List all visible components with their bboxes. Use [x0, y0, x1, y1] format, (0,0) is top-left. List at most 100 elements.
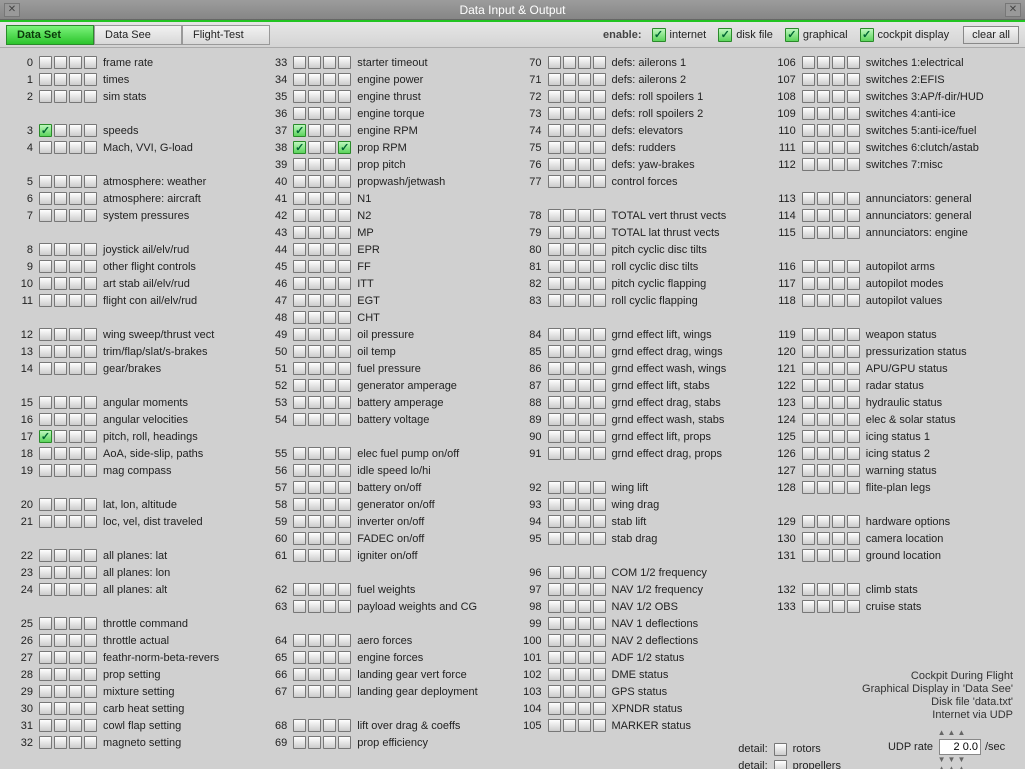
row-14-check-3[interactable]	[84, 362, 97, 375]
row-60-check-3[interactable]	[338, 532, 351, 545]
row-55-check-2[interactable]	[323, 447, 336, 460]
row-89-check-0[interactable]	[548, 413, 561, 426]
row-76-check-1[interactable]	[563, 158, 576, 171]
row-33-check-2[interactable]	[323, 56, 336, 69]
row-33-check-1[interactable]	[308, 56, 321, 69]
row-75-check-2[interactable]	[578, 141, 591, 154]
row-129-check-0[interactable]	[802, 515, 815, 528]
row-92-check-0[interactable]	[548, 481, 561, 494]
row-26-check-3[interactable]	[84, 634, 97, 647]
row-72-check-0[interactable]	[548, 90, 561, 103]
row-81-check-3[interactable]	[593, 260, 606, 273]
row-13-check-1[interactable]	[54, 345, 67, 358]
row-53-check-2[interactable]	[323, 396, 336, 409]
row-51-check-3[interactable]	[338, 362, 351, 375]
row-100-check-3[interactable]	[593, 634, 606, 647]
row-72-check-1[interactable]	[563, 90, 576, 103]
row-87-check-2[interactable]	[578, 379, 591, 392]
row-86-check-2[interactable]	[578, 362, 591, 375]
row-100-check-0[interactable]	[548, 634, 561, 647]
row-32-check-0[interactable]	[39, 736, 52, 749]
row-133-check-1[interactable]	[817, 600, 830, 613]
row-69-check-0[interactable]	[293, 736, 306, 749]
row-129-check-3[interactable]	[847, 515, 860, 528]
row-121-check-0[interactable]	[802, 362, 815, 375]
row-31-check-3[interactable]	[84, 719, 97, 732]
row-46-check-0[interactable]	[293, 277, 306, 290]
row-12-check-1[interactable]	[54, 328, 67, 341]
row-25-check-0[interactable]	[39, 617, 52, 630]
row-53-check-3[interactable]	[338, 396, 351, 409]
row-60-check-2[interactable]	[323, 532, 336, 545]
row-24-check-3[interactable]	[84, 583, 97, 596]
row-71-check-1[interactable]	[563, 73, 576, 86]
row-43-check-0[interactable]	[293, 226, 306, 239]
row-65-check-1[interactable]	[308, 651, 321, 664]
row-65-check-2[interactable]	[323, 651, 336, 664]
row-55-check-0[interactable]	[293, 447, 306, 460]
row-35-check-0[interactable]	[293, 90, 306, 103]
row-93-check-1[interactable]	[563, 498, 576, 511]
row-80-check-3[interactable]	[593, 243, 606, 256]
row-106-check-3[interactable]	[847, 56, 860, 69]
row-57-check-0[interactable]	[293, 481, 306, 494]
row-73-check-3[interactable]	[593, 107, 606, 120]
row-71-check-0[interactable]	[548, 73, 561, 86]
row-52-check-3[interactable]	[338, 379, 351, 392]
row-51-check-0[interactable]	[293, 362, 306, 375]
row-8-check-2[interactable]	[69, 243, 82, 256]
row-69-check-2[interactable]	[323, 736, 336, 749]
row-72-check-2[interactable]	[578, 90, 591, 103]
row-76-check-0[interactable]	[548, 158, 561, 171]
row-30-check-2[interactable]	[69, 702, 82, 715]
row-68-check-1[interactable]	[308, 719, 321, 732]
tab-flight-test[interactable]: Flight-Test	[182, 25, 270, 45]
row-127-check-0[interactable]	[802, 464, 815, 477]
row-123-check-3[interactable]	[847, 396, 860, 409]
row-47-check-2[interactable]	[323, 294, 336, 307]
row-94-check-2[interactable]	[578, 515, 591, 528]
row-22-check-0[interactable]	[39, 549, 52, 562]
row-84-check-3[interactable]	[593, 328, 606, 341]
row-131-check-1[interactable]	[817, 549, 830, 562]
row-104-check-2[interactable]	[578, 702, 591, 715]
row-82-check-1[interactable]	[563, 277, 576, 290]
row-110-check-0[interactable]	[802, 124, 815, 137]
row-121-check-2[interactable]	[832, 362, 845, 375]
row-124-check-2[interactable]	[832, 413, 845, 426]
row-113-check-2[interactable]	[832, 192, 845, 205]
row-103-check-0[interactable]	[548, 685, 561, 698]
row-127-check-1[interactable]	[817, 464, 830, 477]
row-11-check-3[interactable]	[84, 294, 97, 307]
row-23-check-2[interactable]	[69, 566, 82, 579]
row-88-check-3[interactable]	[593, 396, 606, 409]
row-98-check-0[interactable]	[548, 600, 561, 613]
row-43-check-2[interactable]	[323, 226, 336, 239]
row-21-check-2[interactable]	[69, 515, 82, 528]
row-20-check-3[interactable]	[84, 498, 97, 511]
row-42-check-2[interactable]	[323, 209, 336, 222]
enable-check-graphical[interactable]	[785, 28, 799, 42]
row-37-check-2[interactable]	[323, 124, 336, 137]
row-2-check-3[interactable]	[84, 90, 97, 103]
row-50-check-0[interactable]	[293, 345, 306, 358]
row-83-check-1[interactable]	[563, 294, 576, 307]
row-70-check-0[interactable]	[548, 56, 561, 69]
row-47-check-0[interactable]	[293, 294, 306, 307]
row-4-check-2[interactable]	[69, 141, 82, 154]
row-56-check-2[interactable]	[323, 464, 336, 477]
row-88-check-0[interactable]	[548, 396, 561, 409]
row-59-check-1[interactable]	[308, 515, 321, 528]
row-4-check-0[interactable]	[39, 141, 52, 154]
rate-0-up[interactable]: ▲	[938, 728, 946, 737]
row-29-check-2[interactable]	[69, 685, 82, 698]
row-18-check-0[interactable]	[39, 447, 52, 460]
row-53-check-1[interactable]	[308, 396, 321, 409]
row-79-check-1[interactable]	[563, 226, 576, 239]
row-125-check-2[interactable]	[832, 430, 845, 443]
row-72-check-3[interactable]	[593, 90, 606, 103]
row-40-check-1[interactable]	[308, 175, 321, 188]
row-119-check-0[interactable]	[802, 328, 815, 341]
row-75-check-3[interactable]	[593, 141, 606, 154]
row-107-check-1[interactable]	[817, 73, 830, 86]
